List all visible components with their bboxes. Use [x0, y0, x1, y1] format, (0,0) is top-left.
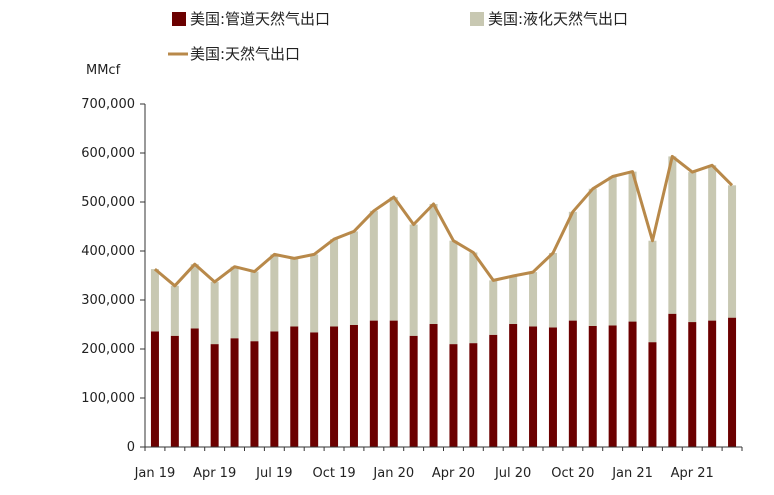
- y-tick-label: 200,000: [81, 342, 135, 357]
- bar-lng: [170, 285, 179, 336]
- x-tick-label: Oct 19: [312, 466, 355, 481]
- bar-lng: [250, 271, 259, 342]
- bar-lng: [150, 269, 159, 332]
- bars: [150, 156, 737, 447]
- bar-pipeline: [409, 335, 418, 447]
- bar-pipeline: [190, 328, 199, 447]
- bar-pipeline: [668, 313, 677, 447]
- x-tick-label: Jan 19: [134, 466, 176, 481]
- bar-lng: [330, 239, 339, 327]
- bar-pipeline: [330, 326, 339, 447]
- bar-lng: [608, 176, 617, 326]
- bar-lng: [688, 172, 697, 323]
- bar-pipeline: [469, 343, 478, 447]
- y-axis-unit-label: MMcf: [86, 63, 121, 78]
- bar-pipeline: [688, 322, 697, 447]
- bar-lng: [588, 188, 597, 326]
- bar-pipeline: [290, 326, 299, 447]
- bar-lng: [369, 210, 378, 321]
- bar-pipeline: [270, 331, 279, 447]
- x-tick-label: Jul 20: [494, 466, 531, 481]
- bar-lng: [210, 281, 219, 345]
- bar-lng: [230, 266, 239, 339]
- bar-lng: [310, 254, 319, 333]
- bar-pipeline: [150, 331, 159, 447]
- bar-pipeline: [449, 344, 458, 447]
- bar-pipeline: [389, 320, 398, 447]
- bar-pipeline: [310, 332, 319, 447]
- line-total: [153, 154, 734, 288]
- bar-lng: [728, 185, 737, 318]
- x-tick-label: Oct 20: [551, 466, 594, 481]
- x-tick-label: Apr 19: [193, 466, 236, 481]
- y-tick-label: 0: [127, 440, 135, 455]
- bar-pipeline: [708, 320, 717, 447]
- bar-lng: [668, 156, 677, 314]
- bar-pipeline: [548, 327, 557, 447]
- bar-lng: [648, 240, 657, 343]
- bar-lng: [509, 275, 518, 325]
- legend-label-lng: 美国:液化天然气出口: [488, 10, 628, 28]
- y-tick-label: 600,000: [81, 146, 135, 161]
- bar-lng: [409, 224, 418, 336]
- bar-lng: [628, 171, 637, 322]
- bar-pipeline: [509, 324, 518, 447]
- y-tick-label: 100,000: [81, 391, 135, 406]
- bar-lng: [389, 197, 398, 321]
- bar-pipeline: [429, 324, 438, 447]
- x-tick-label: Apr 20: [432, 466, 475, 481]
- series-line: [153, 154, 734, 288]
- bar-lng: [190, 264, 199, 329]
- bar-lng: [469, 252, 478, 344]
- bar-pipeline: [568, 320, 577, 447]
- bar-pipeline: [588, 325, 597, 447]
- bar-pipeline: [728, 317, 737, 447]
- bar-pipeline: [628, 321, 637, 447]
- legend-swatch-pipeline: [172, 12, 186, 26]
- bar-lng: [548, 252, 557, 328]
- bar-lng: [290, 258, 299, 327]
- bar-lng: [708, 165, 717, 321]
- bar-lng: [568, 211, 577, 321]
- bar-pipeline: [648, 342, 657, 447]
- bar-lng: [489, 280, 498, 335]
- bar-pipeline: [529, 326, 538, 447]
- axes: 0 100,000 200,000 300,000 400,000 500,000 600,…: [81, 97, 743, 481]
- x-tick-label: Jan 20: [372, 466, 414, 481]
- x-tick-label: Jul 19: [255, 466, 292, 481]
- bar-lng: [270, 254, 279, 332]
- bar-pipeline: [489, 334, 498, 447]
- legend-label-total: 美国:天然气出口: [190, 45, 300, 63]
- bar-pipeline: [608, 325, 617, 447]
- legend-swatch-lng: [470, 12, 484, 26]
- bar-lng: [529, 272, 538, 327]
- bar-lng: [449, 240, 458, 345]
- legend-label-pipeline: 美国:管道天然气出口: [190, 10, 330, 28]
- bar-lng: [429, 203, 438, 325]
- bar-pipeline: [230, 338, 239, 447]
- y-tick-label: 400,000: [81, 244, 135, 259]
- bar-pipeline: [170, 335, 179, 447]
- y-tick-label: 300,000: [81, 293, 135, 308]
- bar-lng: [349, 231, 358, 325]
- x-tick-label: Jan 21: [611, 466, 653, 481]
- bar-pipeline: [369, 320, 378, 447]
- y-tick-label: 500,000: [81, 195, 135, 210]
- bar-pipeline: [250, 341, 259, 447]
- bar-pipeline: [349, 324, 358, 447]
- x-tick-label: Apr 21: [671, 466, 714, 481]
- y-tick-label: 700,000: [81, 97, 135, 112]
- bar-pipeline: [210, 344, 219, 447]
